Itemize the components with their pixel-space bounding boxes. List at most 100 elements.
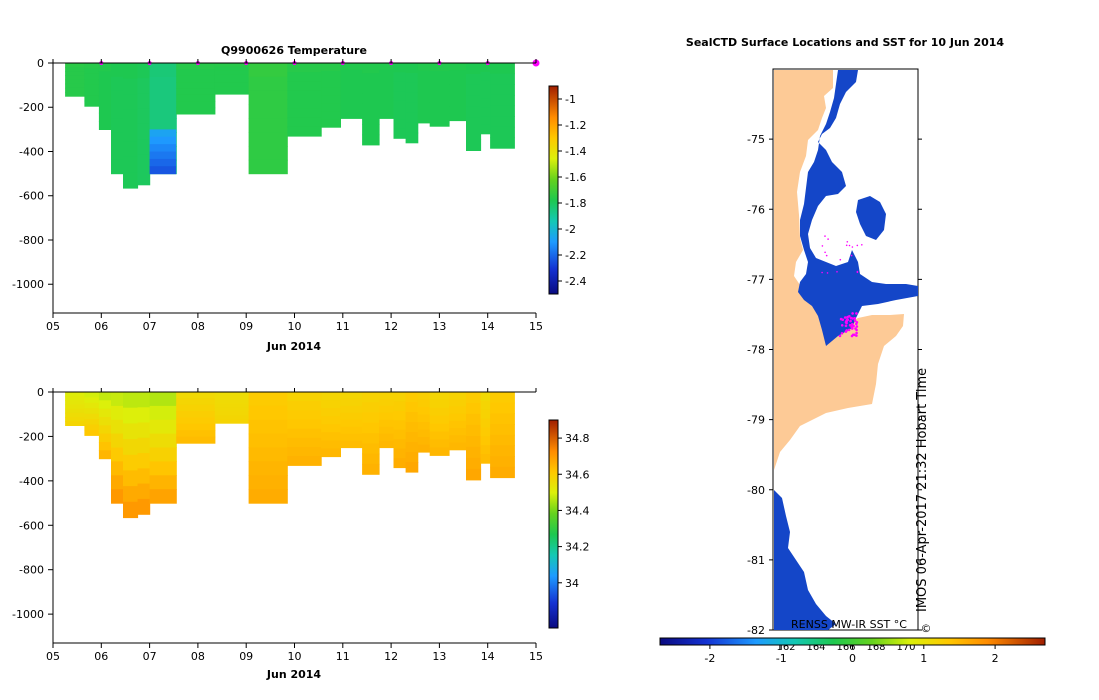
profile-cell: [340, 419, 363, 428]
profile-cell: [449, 392, 467, 400]
profile-cell: [429, 415, 450, 425]
sst-southern-strip: [774, 490, 836, 630]
profile-cell: [340, 440, 363, 449]
profile-cell: [466, 413, 482, 426]
profile-cell: [84, 84, 100, 91]
profile-cell: [405, 422, 419, 433]
profile-cell: [111, 104, 124, 119]
profile-cell: [379, 111, 395, 119]
profile-cell: [176, 398, 216, 406]
sst-colorbar-ticks: -2 -1 0 1 2: [704, 645, 999, 665]
x-tick-label: 07: [143, 650, 157, 663]
profile-cell: [287, 437, 322, 448]
profile-cell: [287, 410, 322, 421]
profile-cell: [362, 412, 380, 424]
profile-cell: [111, 489, 124, 504]
profile-cell: [393, 119, 407, 130]
salinity-axes: 05 06 07 08 09 10 11 12 13 14 15 0 -200 -400 -600 -800 -…: [12, 386, 543, 663]
profile-cell: [429, 407, 450, 417]
profile-cell: [149, 461, 177, 476]
temperature-colorbar-ticks: -1 -1.2 -1.4 -1.6 -1.8 -2 -2.2 -2.4: [558, 93, 586, 288]
lat-tick-label: -77: [747, 273, 765, 286]
lon-label: 170: [896, 642, 915, 653]
profile-cell: [98, 87, 112, 97]
profile-cell: [362, 402, 380, 414]
profile-cell: [65, 63, 85, 68]
profile-cell: [248, 90, 288, 106]
profile-cell: [417, 444, 431, 453]
profile-cell: [111, 475, 124, 490]
seal-location: [847, 328, 851, 332]
x-tick-label: 08: [191, 650, 205, 663]
profile-cell: [466, 84, 482, 97]
lat-tick-label: -80: [747, 484, 765, 497]
profile-cell: [417, 63, 431, 72]
profile-cell: [123, 439, 139, 456]
profile-cell: [176, 63, 216, 70]
profile-cell: [98, 450, 112, 460]
y-tick-label: -600: [19, 519, 44, 532]
profile-cell: [321, 95, 341, 104]
profile-cell: [490, 137, 515, 149]
seal-location: [855, 321, 859, 324]
profile-cell: [176, 107, 216, 115]
profile-cell: [362, 124, 380, 136]
profile-cell: [214, 399, 250, 405]
profile-cell: [480, 427, 491, 437]
profile-cell: [149, 118, 177, 133]
profile-cell: [123, 470, 139, 487]
profile-cell: [149, 392, 177, 407]
profile-cell: [137, 468, 151, 485]
colorbar-tick-label: -1.8: [565, 197, 586, 210]
profile-cell: [490, 73, 515, 85]
sst-colorbar-ramp: [659, 637, 1046, 646]
profile-cell: [362, 453, 380, 465]
profile-cell: [149, 475, 177, 490]
profile-cell: [466, 435, 482, 448]
profile-cell: [405, 462, 419, 473]
profile-cell: [65, 92, 85, 97]
profile-cell: [417, 407, 431, 416]
seal-surface-locations: [821, 235, 863, 338]
profile-cell: [417, 100, 431, 109]
profile-cell: [417, 429, 431, 438]
profile-cell: [149, 405, 177, 421]
profile-cell: [379, 90, 395, 99]
profile-cell: [417, 107, 431, 116]
profile-cell: [417, 422, 431, 431]
profile-cell: [149, 433, 177, 449]
profile-cell: [340, 97, 363, 106]
profile-cell: [362, 63, 380, 74]
profile-cell: [123, 141, 139, 158]
profile-cell: [429, 110, 450, 119]
profile-cell: [362, 103, 380, 115]
colorbar-tick-label: 34.8: [565, 432, 590, 445]
profile-cell: [176, 404, 216, 412]
profile-cell: [123, 454, 139, 472]
seal-location: [855, 331, 858, 335]
profile-cell: [214, 86, 250, 91]
profile-cell: [123, 78, 139, 95]
temperature-panel: Q9900626 Temperature 05 06 07 08 09 10 11 12 13 1…: [12, 44, 586, 353]
profile-cell: [490, 445, 515, 457]
profile-cell: [98, 79, 112, 89]
lat-tick-label: -79: [747, 414, 765, 427]
profile-cell: [176, 69, 216, 77]
profile-cell: [65, 71, 85, 76]
profile-cell: [176, 411, 216, 419]
colorbar-tick-label: -2: [565, 223, 576, 236]
y-tick-label: -600: [19, 190, 44, 203]
profile-cell: [393, 110, 407, 120]
temperature-title: Q9900626 Temperature: [221, 44, 367, 57]
profile-cell: [98, 425, 112, 435]
profile-cell: [123, 407, 139, 424]
profile-cell: [137, 139, 151, 155]
profile-cell: [65, 87, 85, 93]
profile-cell: [405, 432, 419, 443]
profile-cell: [137, 437, 151, 454]
map-lat-ticks: -75 -76 -77 -78 -79 -80 -81 -82: [747, 133, 922, 637]
profile-cell: [480, 418, 491, 429]
seal-location: [845, 329, 848, 332]
profile-cell: [321, 111, 341, 120]
profile-cell: [287, 90, 322, 101]
